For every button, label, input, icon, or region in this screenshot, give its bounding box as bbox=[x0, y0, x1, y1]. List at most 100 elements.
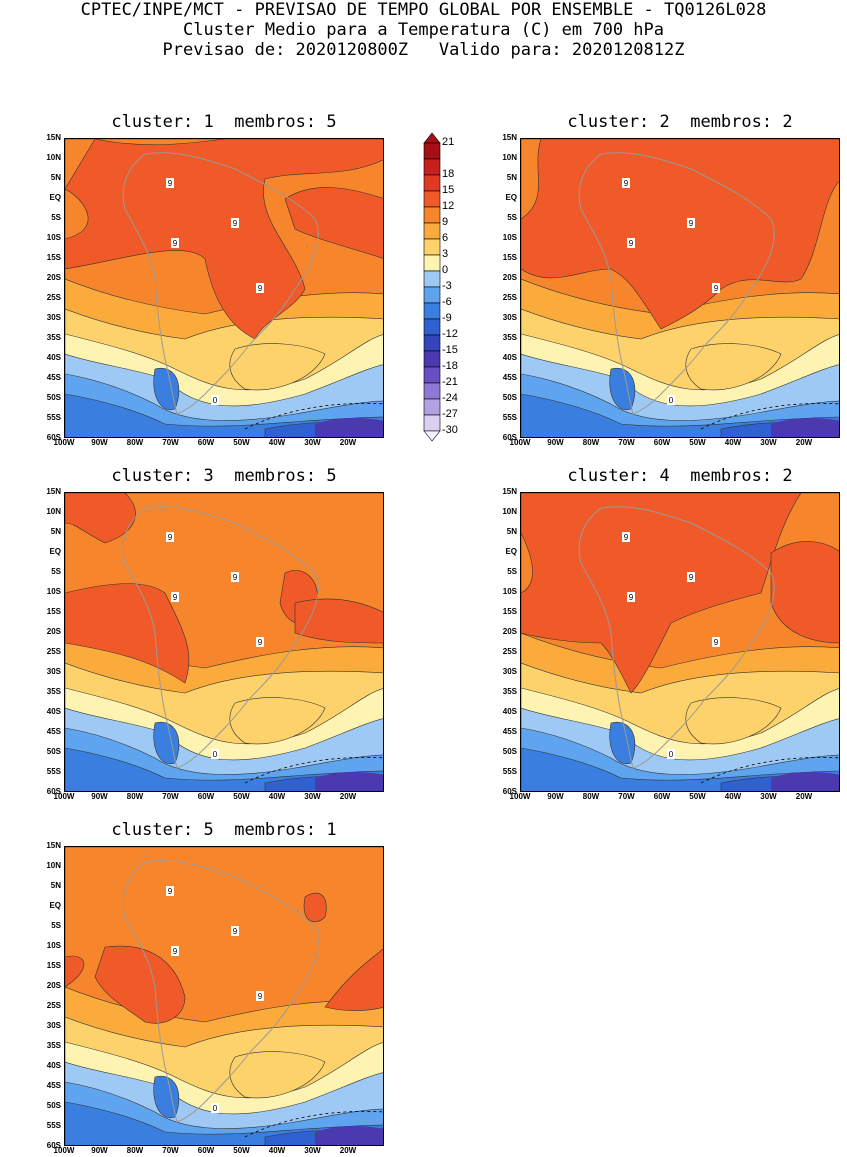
colorbar-swatch bbox=[423, 350, 441, 368]
continent-outline bbox=[122, 506, 319, 769]
lon-label: 80W bbox=[582, 792, 600, 801]
lat-label: 20S bbox=[46, 273, 61, 282]
lon-label: 70W bbox=[618, 438, 635, 447]
colorbar-swatch bbox=[423, 206, 441, 224]
colorbar-bar bbox=[423, 132, 441, 442]
colorbar-swatch bbox=[423, 270, 441, 288]
lat-label: 55S bbox=[46, 767, 61, 776]
lat-label: 35S bbox=[502, 687, 517, 696]
lat-label: 15N bbox=[46, 841, 61, 850]
lat-label: 60S bbox=[502, 787, 517, 796]
lon-label: 60W bbox=[653, 438, 671, 447]
colorbar-label: 21 bbox=[442, 136, 455, 148]
zero-isotherm-dashed bbox=[244, 403, 383, 430]
contour-label: 9 bbox=[173, 239, 178, 248]
contour-label-bg bbox=[166, 886, 174, 896]
contour-label: 9 bbox=[168, 887, 173, 896]
temp-band-12-patch bbox=[521, 493, 802, 694]
lat-label: 30S bbox=[502, 313, 517, 322]
lat-label: 40S bbox=[46, 707, 61, 716]
lon-label: 70W bbox=[162, 438, 179, 447]
lat-label: 5N bbox=[50, 527, 61, 536]
temp-band-12-patch bbox=[294, 598, 383, 644]
header-line-2: Cluster Medio para a Temperatura (C) em … bbox=[182, 20, 665, 40]
contour-label-bg bbox=[256, 283, 264, 293]
contour-label: 9 bbox=[233, 927, 238, 936]
map-canvas: 9 9 9 9 0 bbox=[65, 139, 383, 437]
colorbar-swatch bbox=[423, 254, 441, 272]
colorbar-swatch bbox=[423, 190, 441, 208]
lat-label: 5N bbox=[50, 881, 61, 890]
contour-label: 9 bbox=[173, 947, 178, 956]
contour-label: 0 bbox=[213, 396, 218, 405]
cold-pocket-andes bbox=[153, 1075, 180, 1119]
lon-label: 30W bbox=[304, 792, 321, 801]
map-canvas: 9 9 9 9 0 bbox=[521, 139, 839, 437]
lon-label: 50W bbox=[689, 438, 706, 447]
lat-label: 10N bbox=[502, 507, 517, 516]
lat-label: 25S bbox=[46, 1001, 61, 1010]
temp-band-12-patch bbox=[521, 139, 839, 330]
lat-label: 10N bbox=[46, 507, 61, 516]
lon-label: 60W bbox=[653, 792, 671, 801]
lat-label: 15S bbox=[46, 961, 61, 970]
map-canvas: 9 9 9 9 0 bbox=[65, 493, 383, 791]
lat-label: 50S bbox=[502, 747, 517, 756]
colorbar-label: -27 bbox=[442, 408, 458, 420]
lat-label: 5S bbox=[51, 567, 61, 576]
lat-label: 15N bbox=[46, 133, 61, 142]
contour-label-bg bbox=[231, 926, 239, 936]
contour-label: 9 bbox=[168, 533, 173, 542]
cold-pocket-andes bbox=[609, 721, 636, 765]
contour-label-bg bbox=[712, 283, 720, 293]
lon-label: 40W bbox=[268, 792, 286, 801]
contour-label-bg bbox=[667, 395, 675, 405]
lon-label: 100W bbox=[53, 1146, 75, 1155]
colorbar-label: -24 bbox=[442, 392, 458, 404]
colorbar-swatch bbox=[423, 286, 441, 304]
temp-band-3-interior bbox=[229, 343, 326, 391]
contour-label: 9 bbox=[714, 638, 719, 647]
lon-label: 90W bbox=[91, 438, 108, 447]
colorbar-swatch bbox=[423, 174, 441, 192]
lat-label: 15N bbox=[46, 487, 61, 496]
panel-title: cluster: 1 membros: 5 bbox=[111, 112, 337, 132]
contour-label-bg bbox=[256, 637, 264, 647]
colorbar-label: 9 bbox=[442, 216, 449, 228]
colorbar-label: -12 bbox=[442, 328, 458, 340]
lat-label: 10S bbox=[46, 233, 61, 242]
lon-label: 40W bbox=[268, 438, 286, 447]
contour-label-bg bbox=[171, 238, 179, 248]
lat-label: 45S bbox=[502, 373, 517, 382]
lat-label: 35S bbox=[46, 333, 61, 342]
map-canvas: 9 9 9 9 0 bbox=[65, 847, 383, 1145]
colorbar-swatch bbox=[423, 158, 441, 176]
lat-label: 30S bbox=[46, 1021, 61, 1030]
contour-label: 9 bbox=[689, 219, 694, 228]
contour-label-bg bbox=[627, 592, 635, 602]
colorbar-swatch bbox=[423, 238, 441, 256]
contour-label-bg bbox=[171, 592, 179, 602]
lat-label: 30S bbox=[46, 667, 61, 676]
lat-label: 50S bbox=[46, 1101, 61, 1110]
temp-band-cold-deep bbox=[315, 771, 383, 791]
lon-label: 40W bbox=[268, 1146, 286, 1155]
lat-label: 10N bbox=[46, 861, 61, 870]
lat-label: 40S bbox=[502, 707, 517, 716]
lon-label: 80W bbox=[126, 1146, 144, 1155]
contour-label-bg bbox=[231, 572, 239, 582]
lon-label: 80W bbox=[126, 438, 144, 447]
lat-label: 5N bbox=[506, 173, 517, 182]
lon-label: 100W bbox=[509, 438, 531, 447]
panel-title: cluster: 3 membros: 5 bbox=[111, 466, 337, 486]
lat-label: 60S bbox=[46, 787, 61, 796]
map-canvas: 9 9 9 9 0 bbox=[521, 493, 839, 791]
contour-label-bg bbox=[211, 749, 219, 759]
lat-label: 35S bbox=[502, 333, 517, 342]
map-area: 9 9 9 9 0 bbox=[64, 492, 384, 792]
lat-label: 55S bbox=[46, 1121, 61, 1130]
lon-label: 40W bbox=[724, 438, 742, 447]
contour-label: 9 bbox=[233, 219, 238, 228]
map-area: 9 9 9 9 0 bbox=[64, 846, 384, 1146]
zero-isotherm-dashed bbox=[244, 757, 383, 784]
